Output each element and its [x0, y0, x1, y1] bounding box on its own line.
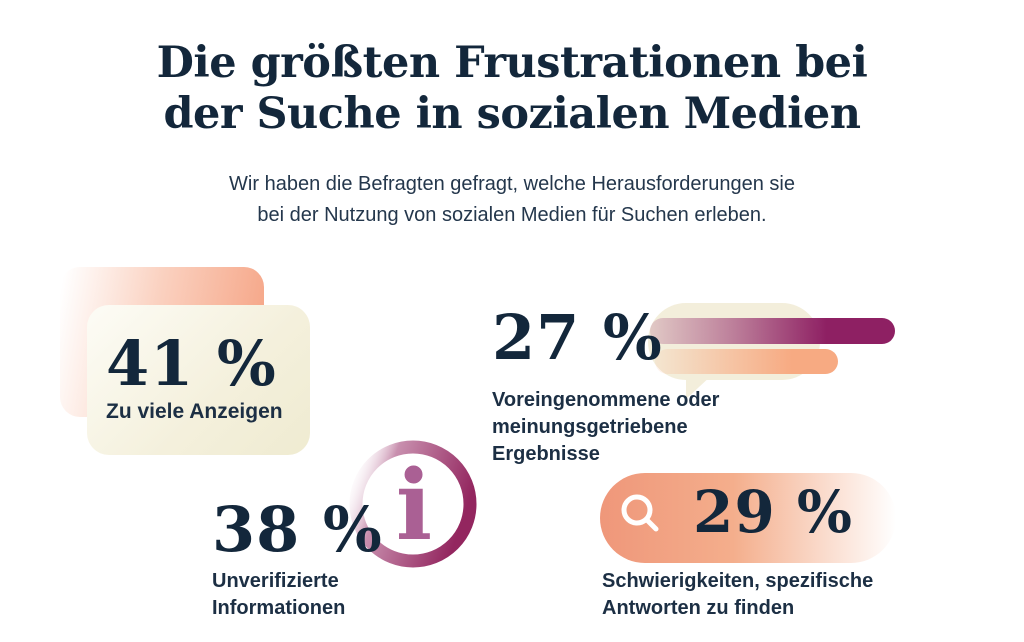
page-subtitle-line-1: Wir haben die Befragten gefragt, welche … — [229, 173, 795, 195]
speech-bubble-tail-icon — [686, 375, 712, 399]
page-title: Die größten Frustrationen bei der Suche … — [0, 38, 1024, 140]
cream-card-icon — [87, 305, 310, 455]
purple-bar-icon — [650, 318, 895, 344]
page-subtitle-line-2: bei der Nutzung von sozialen Medien für … — [257, 204, 767, 226]
stat-unverified-information: i 38 % Unverifizierte Informationen — [200, 435, 500, 635]
stat-hard-to-find-answers: 29 % Schwierigkeiten, spezifische Antwor… — [580, 460, 924, 635]
page-title-line-2: der Suche in sozialen Medien — [163, 89, 861, 139]
stat-label: Schwierigkeiten, spezifische Antworten z… — [602, 570, 874, 619]
stat-too-many-ads: 41 % Zu viele Anzeigen — [60, 267, 330, 467]
search-icon — [621, 494, 659, 532]
page-subtitle: Wir haben die Befragten gefragt, welche … — [0, 169, 1024, 231]
stat-label: Unverifizierte Informationen — [212, 570, 346, 619]
stat-label: Voreingenommene oder meinungsgetriebene … — [492, 389, 720, 465]
stat-value: 41 % — [106, 327, 277, 400]
stat-value: 27 % — [492, 301, 663, 374]
info-circle-icon: i — [349, 440, 477, 568]
stat-value: 38 % — [212, 493, 383, 566]
stat-label: Zu viele Anzeigen — [106, 400, 283, 423]
page-title-line-1: Die größten Frustrationen bei — [156, 38, 868, 88]
stat-biased-results: 27 % Voreingenommene oder meinungsgetrie… — [480, 295, 920, 475]
stat-value: 29 % — [693, 478, 854, 546]
orange-bar-icon — [655, 349, 838, 374]
info-glyph: i — [396, 449, 432, 562]
